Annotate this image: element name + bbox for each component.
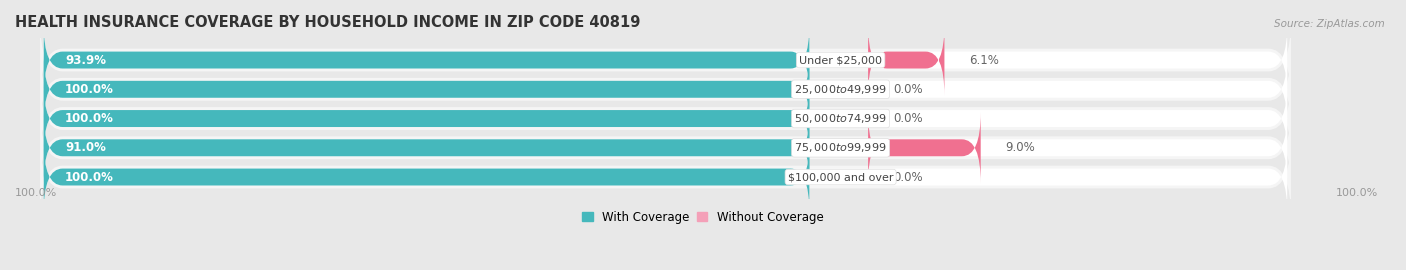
FancyBboxPatch shape bbox=[44, 142, 810, 212]
FancyBboxPatch shape bbox=[44, 112, 1286, 183]
Text: $100,000 and over: $100,000 and over bbox=[787, 172, 893, 182]
Text: 100.0%: 100.0% bbox=[1336, 188, 1378, 198]
Text: $50,000 to $74,999: $50,000 to $74,999 bbox=[794, 112, 887, 125]
FancyBboxPatch shape bbox=[39, 77, 1291, 160]
Text: HEALTH INSURANCE COVERAGE BY HOUSEHOLD INCOME IN ZIP CODE 40819: HEALTH INSURANCE COVERAGE BY HOUSEHOLD I… bbox=[15, 15, 640, 30]
FancyBboxPatch shape bbox=[44, 54, 810, 125]
Text: 100.0%: 100.0% bbox=[65, 171, 114, 184]
Text: Under $25,000: Under $25,000 bbox=[799, 55, 882, 65]
FancyBboxPatch shape bbox=[44, 25, 810, 95]
Text: 0.0%: 0.0% bbox=[893, 112, 922, 125]
Text: Source: ZipAtlas.com: Source: ZipAtlas.com bbox=[1274, 19, 1385, 29]
FancyBboxPatch shape bbox=[44, 25, 1286, 95]
FancyBboxPatch shape bbox=[39, 48, 1291, 130]
Text: 0.0%: 0.0% bbox=[893, 171, 922, 184]
FancyBboxPatch shape bbox=[39, 136, 1291, 218]
Text: 93.9%: 93.9% bbox=[65, 53, 105, 66]
FancyBboxPatch shape bbox=[39, 19, 1291, 101]
FancyBboxPatch shape bbox=[868, 112, 981, 183]
FancyBboxPatch shape bbox=[44, 112, 810, 183]
Text: 9.0%: 9.0% bbox=[1005, 141, 1035, 154]
FancyBboxPatch shape bbox=[44, 83, 810, 154]
Text: 6.1%: 6.1% bbox=[970, 53, 1000, 66]
Text: $25,000 to $49,999: $25,000 to $49,999 bbox=[794, 83, 887, 96]
Text: 91.0%: 91.0% bbox=[65, 141, 105, 154]
FancyBboxPatch shape bbox=[868, 25, 945, 95]
FancyBboxPatch shape bbox=[44, 142, 1286, 212]
Text: 0.0%: 0.0% bbox=[893, 83, 922, 96]
Text: 100.0%: 100.0% bbox=[15, 188, 58, 198]
FancyBboxPatch shape bbox=[44, 54, 1286, 125]
FancyBboxPatch shape bbox=[39, 107, 1291, 189]
Text: 100.0%: 100.0% bbox=[65, 112, 114, 125]
Text: $75,000 to $99,999: $75,000 to $99,999 bbox=[794, 141, 887, 154]
Text: 100.0%: 100.0% bbox=[65, 83, 114, 96]
FancyBboxPatch shape bbox=[44, 83, 1286, 154]
Legend: With Coverage, Without Coverage: With Coverage, Without Coverage bbox=[578, 206, 828, 228]
